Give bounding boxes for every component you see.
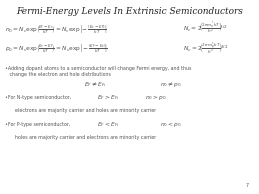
Text: $p_0 = N_v \exp\!\left(\!\frac{E_v - E_F}{kT}\!\right) = N_v \exp\!\left[\!-\fra: $p_0 = N_v \exp\!\left(\!\frac{E_v - E_F… <box>5 42 108 55</box>
Text: $E_F < E_{Fi}$: $E_F < E_{Fi}$ <box>97 120 119 129</box>
Text: $n_0 = N_c \exp\!\left(\!\frac{E_F - E_c}{kT}\!\right) = N_c \exp\!\left[\!-\fra: $n_0 = N_c \exp\!\left(\!\frac{E_F - E_c… <box>5 23 108 36</box>
Text: $E_F \neq E_{Fi}$: $E_F \neq E_{Fi}$ <box>84 80 106 89</box>
Text: Fermi-Energy Levels In Extrinsic Semiconductors: Fermi-Energy Levels In Extrinsic Semicon… <box>16 7 243 16</box>
Text: $N_c = 2\!\left(\!\frac{2\pi m_n^* kT}{h^2}\!\right)^{\!\!3/2}$: $N_c = 2\!\left(\!\frac{2\pi m_n^* kT}{h… <box>183 20 228 36</box>
Text: electrons are majority carrier and holes are minority carrier: electrons are majority carrier and holes… <box>15 108 156 113</box>
Text: $E_F > E_{Fi}$: $E_F > E_{Fi}$ <box>97 94 119 102</box>
Text: $n_0 \neq p_0$: $n_0 \neq p_0$ <box>160 80 182 89</box>
Text: $n_0 > p_0$: $n_0 > p_0$ <box>145 94 167 102</box>
Text: $N_v = 2\!\left(\!\frac{2\pi m_p^* kT}{h^2}\!\right)^{\!\!3/2}$: $N_v = 2\!\left(\!\frac{2\pi m_p^* kT}{h… <box>183 40 228 57</box>
Text: 7: 7 <box>246 183 249 188</box>
Text: •Adding dopant atoms to a semiconductor will change Fermi energy, and thus
   ch: •Adding dopant atoms to a semiconductor … <box>5 66 191 77</box>
Text: •For P-type semiconductor,: •For P-type semiconductor, <box>5 122 70 127</box>
Text: $n_0 < p_0$: $n_0 < p_0$ <box>160 120 182 129</box>
Text: •For N-type semiconductor,: •For N-type semiconductor, <box>5 95 71 100</box>
Text: holes are majority carrier and electrons are minority carrier: holes are majority carrier and electrons… <box>15 135 156 140</box>
